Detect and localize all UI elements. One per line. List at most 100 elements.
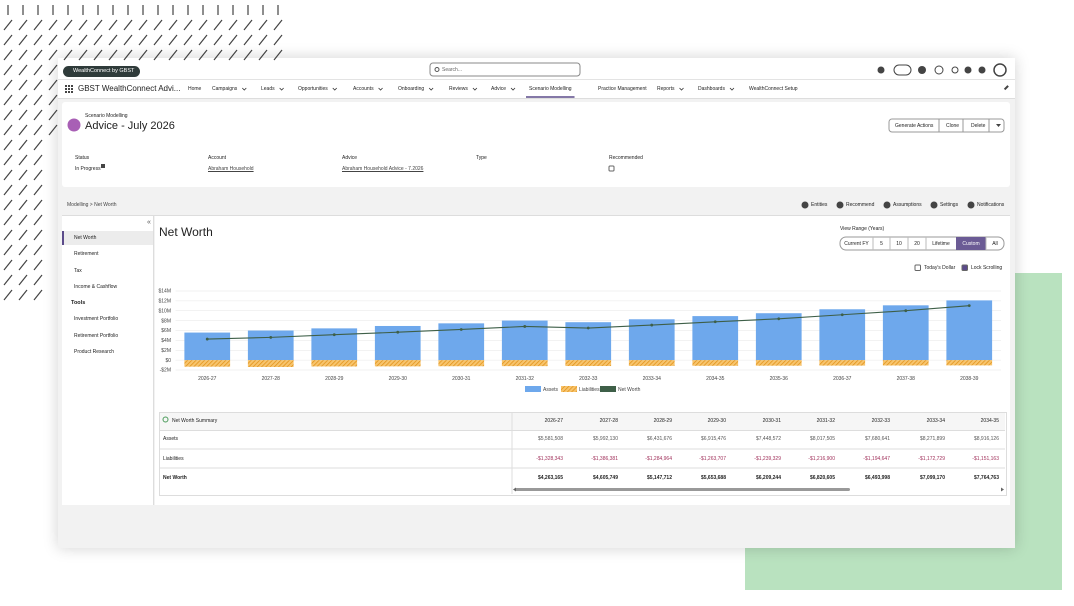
- action-button[interactable]: Delete: [971, 122, 986, 129]
- decor-slash: [48, 49, 58, 61]
- checkbox[interactable]: [961, 264, 968, 271]
- nav-item[interactable]: Onboarding: [398, 86, 425, 92]
- bar: [184, 332, 231, 361]
- nav-item[interactable]: Advice: [491, 86, 507, 92]
- sidebar-item[interactable]: Retirement: [74, 251, 99, 258]
- nav-item[interactable]: Practice Management: [598, 86, 647, 92]
- decor-slash: [243, 34, 253, 46]
- toolbar-icon: [930, 201, 938, 209]
- decor-slash: [78, 19, 88, 31]
- record-icon: [67, 118, 81, 132]
- toolbar-item[interactable]: Recommend: [846, 202, 875, 208]
- x-tick-label: 2033-34: [643, 376, 662, 382]
- toolbar-item[interactable]: Notifications: [977, 202, 1005, 208]
- decor-slash: [33, 184, 43, 196]
- bar: [311, 328, 358, 361]
- action-menu[interactable]: [996, 124, 1001, 127]
- action-button[interactable]: Generate Actions: [895, 122, 934, 129]
- sidebar-item[interactable]: Product Research: [74, 349, 115, 355]
- decor-slash: [153, 19, 163, 31]
- nav-item[interactable]: Scenario Modelling: [529, 86, 572, 92]
- line-point: [396, 330, 400, 334]
- sidebar-item[interactable]: Income & Cashflow: [74, 283, 118, 290]
- sidebar-item[interactable]: Net Worth: [74, 235, 97, 241]
- table-cell: -$1,216,900: [808, 456, 835, 462]
- nav-item[interactable]: Campaigns: [212, 86, 238, 92]
- decor-slash: [33, 49, 43, 61]
- decor-slash: [33, 214, 43, 226]
- decor-slash: [3, 184, 13, 196]
- column-header: 2029-30: [707, 418, 726, 424]
- nav-item[interactable]: Leads: [261, 86, 275, 92]
- view-range-option[interactable]: Custom: [962, 240, 980, 247]
- decor-slash: [3, 49, 13, 61]
- table-cell: $5,992,130: [592, 436, 618, 442]
- decor-slash: [243, 19, 253, 31]
- view-range-option[interactable]: 10: [896, 240, 902, 247]
- nav-item[interactable]: Accounts: [353, 86, 374, 92]
- y-tick-label: $14M: [158, 289, 171, 295]
- view-range-option[interactable]: Current FY: [844, 240, 869, 247]
- view-range-option[interactable]: 5: [880, 240, 883, 247]
- y-tick-label: $8M: [161, 318, 171, 324]
- view-range-option[interactable]: All: [992, 240, 998, 247]
- collapse-icon[interactable]: «: [147, 219, 151, 226]
- y-tick-label: $12M: [158, 299, 171, 305]
- breadcrumb-bar: [62, 197, 1010, 216]
- toolbar-item[interactable]: Settings: [940, 202, 959, 208]
- nav-chevron: [332, 87, 338, 91]
- decor-slash: [18, 244, 28, 256]
- table-cell: $6,820,605: [809, 475, 835, 481]
- nav-item[interactable]: WealthConnect Setup: [749, 86, 798, 92]
- decor-slash: [48, 19, 58, 31]
- decor-slash: [18, 154, 28, 166]
- decor-slash: [63, 34, 73, 46]
- x-tick-label: 2026-27: [198, 376, 217, 382]
- decor-slash: [18, 214, 28, 226]
- x-tick-label: 2030-31: [452, 376, 471, 382]
- bar: [692, 360, 739, 366]
- scrollbar[interactable]: [515, 488, 850, 491]
- view-range-option[interactable]: Lifetime: [932, 240, 950, 247]
- sidebar-item[interactable]: Investment Portfolio: [74, 316, 119, 322]
- view-range-option[interactable]: 20: [914, 240, 920, 247]
- app-launcher[interactable]: [65, 85, 73, 93]
- nav-item[interactable]: Reviews: [449, 86, 468, 92]
- search-box[interactable]: [429, 62, 581, 77]
- checkbox[interactable]: [914, 264, 921, 271]
- toolbar-item[interactable]: Assumptions: [893, 202, 922, 208]
- app-name: GBST WealthConnect Advi...: [78, 84, 181, 94]
- bar: [628, 360, 675, 366]
- sidebar-active: [62, 231, 153, 245]
- legend-label: Liabilities: [579, 387, 600, 393]
- decor-slash: [18, 199, 28, 211]
- decor-slash: [3, 154, 13, 166]
- table-cell: -$1,239,329: [754, 456, 781, 462]
- bar: [755, 313, 802, 361]
- decor-slash: [273, 19, 283, 31]
- nav-chevron: [242, 87, 247, 91]
- table-cell: -$1,263,707: [699, 456, 726, 462]
- sidebar-item[interactable]: Retirement Portfolio: [74, 332, 119, 339]
- table-cell: $6,915,476: [700, 436, 726, 442]
- checkbox[interactable]: [608, 165, 615, 172]
- nav-item[interactable]: Reports: [657, 86, 675, 92]
- bar: [946, 300, 993, 361]
- bar: [819, 360, 866, 366]
- action-button[interactable]: Clone: [946, 122, 960, 129]
- decor-slash: [3, 19, 13, 31]
- bar: [247, 330, 294, 361]
- sidebar-item[interactable]: Tax: [74, 267, 82, 274]
- decor-slash: [3, 34, 13, 46]
- nav-item[interactable]: Dashboards: [698, 86, 725, 92]
- decor-slash: [18, 19, 28, 31]
- decor-slash: [3, 199, 13, 211]
- bar: [374, 360, 421, 367]
- toggle-label: Lock Scrolling: [971, 265, 1003, 271]
- nav-item[interactable]: Opportunities: [298, 86, 328, 92]
- nav-item[interactable]: Home: [188, 86, 202, 92]
- decor-slash: [18, 109, 28, 121]
- bar: [882, 305, 929, 361]
- decor-slash: [213, 19, 223, 31]
- toolbar-item[interactable]: Entities: [811, 202, 828, 208]
